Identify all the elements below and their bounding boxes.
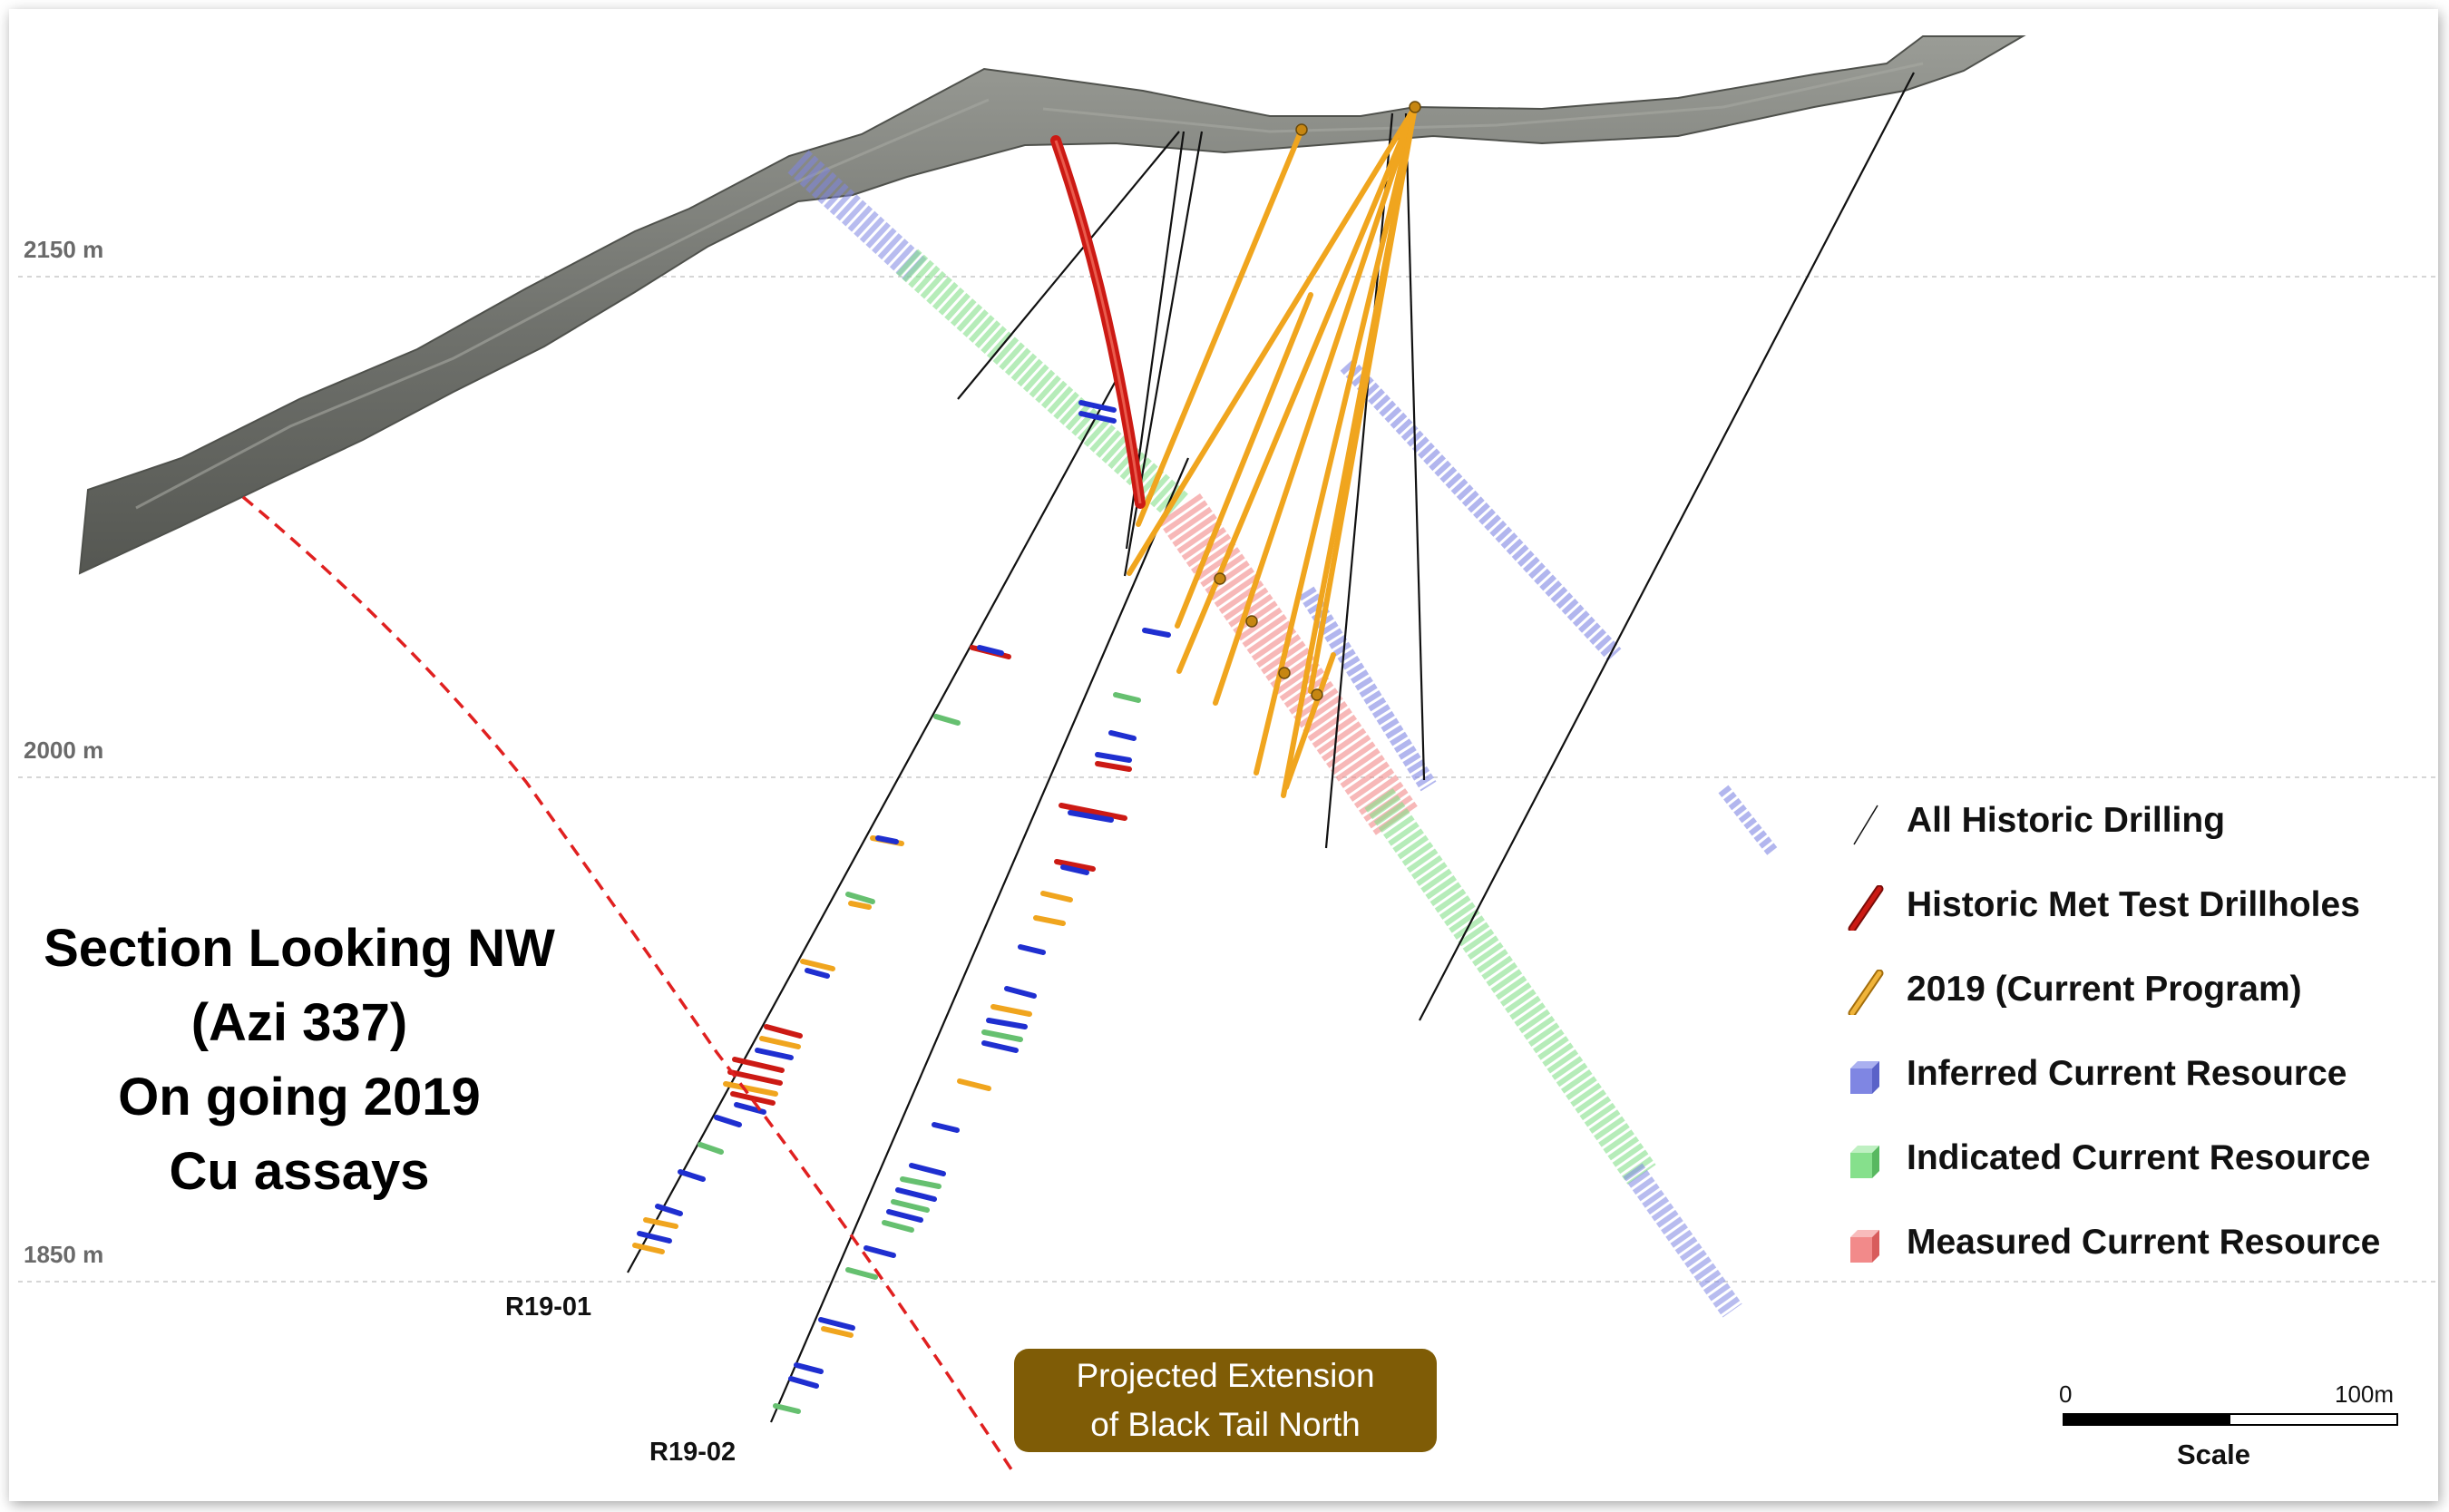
measured-resource-band [1158,493,1418,835]
scale-bar-graphic [2063,1413,2398,1426]
elevation-label-2000: 2000 m [24,736,104,764]
historic-drillhole [1419,72,1915,1021]
historic-drilling [627,72,1915,1423]
thin-line-icon [1853,805,1878,845]
current-program-collars [1214,101,1421,701]
r19-02-assay-intercepts [773,400,1171,1414]
elevation-label-2150: 2150 m [24,236,104,263]
r19-02-drill-trace [769,457,1190,1423]
current-drillhole [1308,104,1418,694]
historic-drillhole [1324,112,1394,849]
inferred-resource-isolated-band [1718,785,1779,857]
current-drillhole [1283,652,1336,790]
legend-label: Measured Current Resource [1907,1223,2381,1262]
historic-drillhole [957,131,1180,400]
inferred-resource-lower-band [1623,1163,1742,1318]
r19-01-assay-intercepts [632,645,1011,1254]
legend-label: Indicated Current Resource [1907,1138,2371,1177]
section-title-line: Cu assays [169,1142,430,1201]
current-drillhole [1176,104,1418,674]
scale-start-label: 0 [2059,1380,2073,1408]
drillhole-label-r19-01: R19-01 [505,1293,592,1322]
legend-item-measured: Measured Current Resource [1841,1215,2422,1270]
section-figure-frame [9,9,2438,1501]
drillhole-label-r19-02: R19-02 [649,1438,737,1467]
green-cube-icon [1850,1146,1879,1178]
topography-surface [78,35,2026,575]
orange-cylinder-icon [1848,970,1884,1015]
elevation-gridlines [18,276,2440,1283]
legend-item-historic-drilling: All Historic Drilling [1841,794,2422,848]
projected-extension-line [241,495,1013,1470]
legend-label: Inferred Current Resource [1907,1054,2347,1093]
legend-item-current-program: 2019 (Current Program) [1841,962,2422,1017]
current-drillhole [1127,104,1418,576]
inferred-resource-right-band [1340,358,1622,661]
scale-end-label: 100m [2335,1380,2395,1408]
legend-item-indicated: Indicated Current Resource [1841,1131,2422,1185]
historic-drillhole [1404,112,1426,781]
section-title-line: On going 2019 [118,1068,481,1127]
callout-line: of Black Tail North [1090,1406,1361,1443]
blue-cube-icon [1850,1061,1879,1094]
section-title-line: (Azi 337) [190,993,408,1052]
current-drillhole [1136,127,1304,527]
scale-caption: Scale [2177,1439,2251,1470]
indicated-resource-lower-band [1364,788,1656,1185]
elevation-label-1850: 1850 m [24,1241,104,1268]
legend-label: Historic Met Test Drillholes [1907,885,2360,924]
section-title-line: Section Looking NW [44,919,555,978]
projected-extension-callout: Projected Extension of Black Tail North [1014,1349,1437,1452]
legend-label: 2019 (Current Program) [1907,970,2302,1009]
current-drillhole [1254,104,1418,776]
resource-blocks [787,150,1779,1318]
section-title: Section Looking NW (Azi 337) On going 20… [18,912,581,1209]
current-drillhole [1175,292,1313,629]
legend-item-inferred: Inferred Current Resource [1841,1047,2422,1101]
r19-01-drill-trace [627,380,1117,1273]
scale-bar: 0 100m Scale [2059,1380,2404,1480]
inferred-resource-upper-band [787,150,927,282]
legend-label: All Historic Drilling [1907,801,2226,840]
callout-line: Projected Extension [1076,1357,1375,1394]
current-drillhole [1213,104,1418,706]
inferred-resource-mid-band [1298,586,1437,792]
topography-texture [135,62,1924,510]
legend-item-met-test: Historic Met Test Drillholes [1841,878,2422,932]
red-cylinder-icon [1848,885,1884,931]
red-cube-icon [1850,1230,1879,1263]
